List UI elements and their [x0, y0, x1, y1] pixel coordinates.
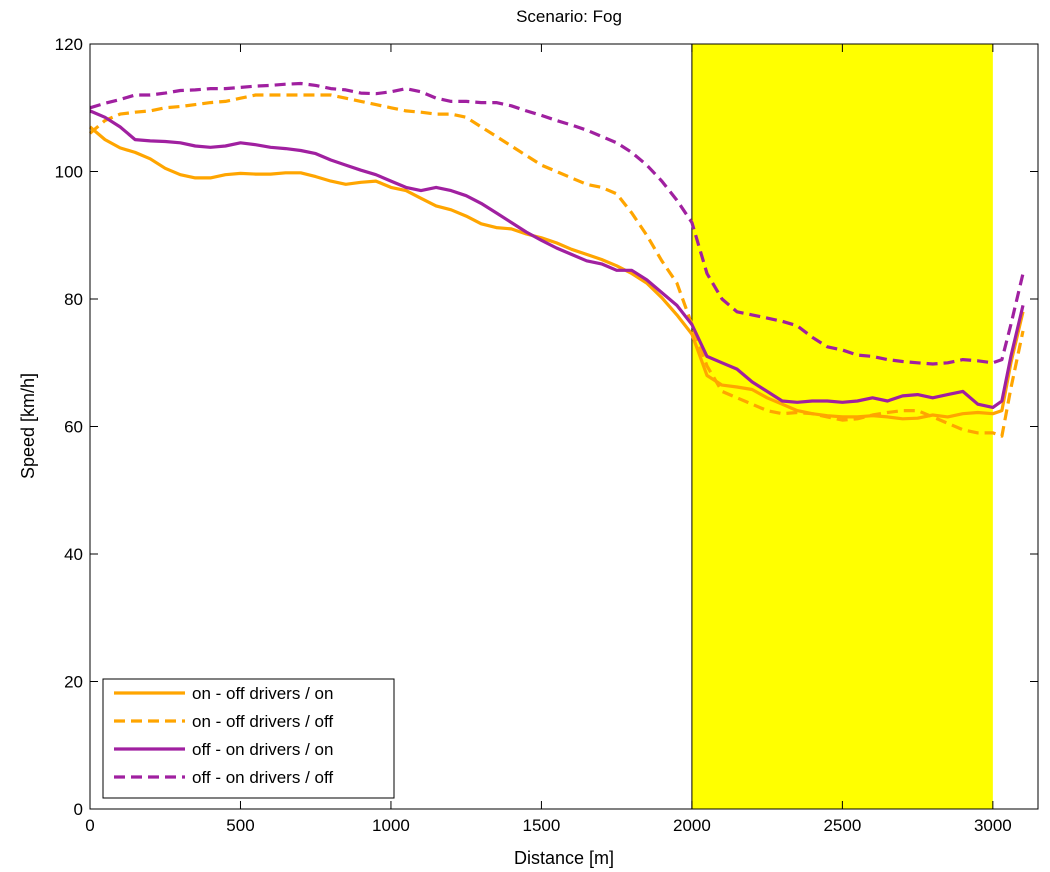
- legend-label-2: on - off drivers / off: [192, 712, 333, 731]
- y-tick-label: 100: [55, 163, 83, 182]
- y-tick-label: 80: [64, 290, 83, 309]
- y-tick-label: 40: [64, 545, 83, 564]
- y-axis-title: Speed [km/h]: [18, 373, 38, 479]
- x-tick-label: 0: [85, 816, 94, 835]
- x-tick-label: 3000: [974, 816, 1012, 835]
- legend: on - off drivers / on on - off drivers / …: [102, 678, 395, 799]
- x-tick-label: 2500: [823, 816, 861, 835]
- series-layer: [88, 81, 1025, 438]
- y-tick-label: 0: [74, 800, 83, 819]
- x-axis-title: Distance [m]: [514, 848, 614, 868]
- legend-label-4: off - on drivers / off: [192, 768, 333, 787]
- legend-label-1: on - off drivers / on: [192, 684, 333, 703]
- fog-zone-highlight: [691, 44, 993, 809]
- series-line-4: [89, 81, 1025, 366]
- x-tick-label: 1000: [372, 816, 410, 835]
- chart-title: Scenario: Fog: [516, 7, 622, 26]
- series-line-3: [89, 109, 1025, 409]
- x-tick-label: 500: [226, 816, 254, 835]
- tick-layer: 0 500 1000 1500 2000 2500 3000 0 20 40 60 80 100 120: [55, 35, 1038, 835]
- y-tick-label: 120: [55, 35, 83, 54]
- legend-label-3: off - on drivers / on: [192, 740, 333, 759]
- x-tick-label: 2000: [673, 816, 711, 835]
- series-line-2: [88, 93, 1025, 438]
- y-tick-label: 20: [64, 673, 83, 692]
- y-tick-label: 60: [64, 418, 83, 437]
- series-line-1: [88, 125, 1025, 421]
- x-tick-label: 1500: [523, 816, 561, 835]
